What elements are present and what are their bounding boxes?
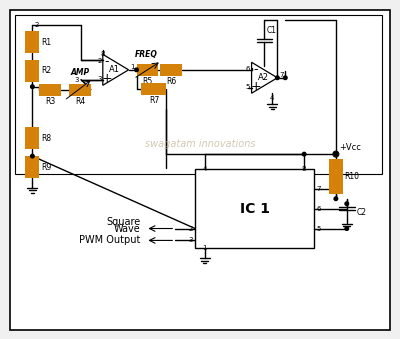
Text: R10: R10: [344, 172, 359, 181]
Circle shape: [135, 68, 138, 72]
Bar: [142, 83, 166, 95]
Bar: [14, 15, 382, 174]
Text: C2: C2: [357, 208, 367, 217]
Text: 2: 2: [34, 22, 39, 28]
Text: -: -: [104, 55, 109, 68]
Text: R5: R5: [142, 77, 152, 86]
Text: R6: R6: [166, 77, 176, 86]
Circle shape: [334, 197, 338, 201]
Bar: [26, 31, 39, 53]
Bar: [26, 156, 39, 178]
Text: R7: R7: [149, 96, 159, 105]
Text: AMP: AMP: [70, 68, 90, 77]
Text: 4: 4: [203, 166, 207, 172]
Text: 8: 8: [100, 51, 105, 57]
Text: IC 1: IC 1: [240, 202, 270, 216]
Text: 4: 4: [270, 95, 274, 101]
Circle shape: [345, 227, 348, 230]
Text: +: +: [101, 72, 112, 84]
Circle shape: [30, 85, 34, 88]
Text: PWM Output: PWM Output: [79, 235, 140, 245]
Text: 5: 5: [246, 84, 250, 90]
Circle shape: [284, 76, 287, 80]
Bar: [26, 127, 39, 149]
Bar: [136, 64, 158, 76]
Circle shape: [333, 151, 339, 157]
Text: swagatam innovations: swagatam innovations: [145, 139, 255, 149]
Circle shape: [345, 202, 348, 205]
Bar: [69, 84, 91, 96]
Text: 6: 6: [316, 206, 320, 212]
Text: 6: 6: [246, 66, 250, 72]
Circle shape: [334, 152, 338, 156]
Text: Wave: Wave: [114, 223, 140, 234]
Text: +: +: [250, 80, 261, 93]
Text: 7: 7: [316, 186, 320, 192]
Text: R2: R2: [41, 66, 51, 75]
Text: 1: 1: [130, 64, 135, 70]
Text: 2: 2: [97, 58, 102, 64]
Text: 3: 3: [74, 77, 79, 83]
Text: 1: 1: [203, 245, 207, 252]
Text: R8: R8: [41, 134, 51, 143]
Circle shape: [30, 154, 34, 158]
Text: 5: 5: [316, 225, 320, 232]
Text: A2: A2: [258, 73, 269, 82]
Bar: [329, 159, 343, 194]
Text: FREQ: FREQ: [135, 50, 158, 59]
Text: A1: A1: [109, 65, 120, 74]
Bar: [195, 169, 314, 248]
Text: R4: R4: [75, 97, 85, 106]
Text: R9: R9: [41, 162, 51, 172]
Text: 7: 7: [279, 72, 284, 78]
Text: 3: 3: [97, 76, 102, 82]
Text: 3: 3: [188, 237, 193, 243]
Circle shape: [276, 76, 279, 80]
Bar: [160, 64, 182, 76]
Text: +Vcc: +Vcc: [339, 143, 361, 152]
Text: C1: C1: [266, 26, 276, 35]
Text: -: -: [253, 63, 258, 76]
Text: 8: 8: [302, 166, 306, 172]
Bar: [39, 84, 61, 96]
Bar: [26, 60, 39, 82]
Circle shape: [302, 152, 306, 156]
Text: Square: Square: [106, 217, 140, 226]
Text: R1: R1: [41, 38, 51, 46]
Circle shape: [334, 152, 338, 156]
Text: 2: 2: [189, 225, 193, 232]
Text: R3: R3: [45, 97, 55, 106]
